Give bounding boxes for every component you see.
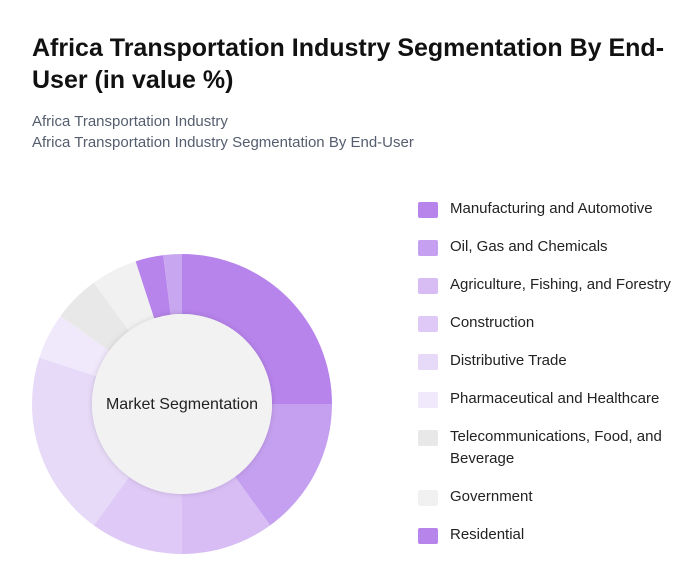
- chart: Market Segmentation: [32, 254, 332, 554]
- subtitle: Africa Transportation Industry: [32, 113, 228, 130]
- legend-label: Residential: [450, 526, 525, 543]
- legend-label: Agriculture, Fishing, and Forestry: [450, 276, 671, 293]
- legend-label: Pharmaceutical and Healthcare: [450, 390, 660, 407]
- legend-item: Distributive Trade: [418, 350, 678, 372]
- legend: Manufacturing and Automotive Oil, Gas and…: [418, 198, 678, 562]
- center-label: Market Segmentation: [106, 396, 258, 413]
- donut-slice: [182, 476, 271, 554]
- legend-item: Construction: [418, 312, 678, 334]
- donut-slice: [234, 404, 332, 526]
- donut-slice: [135, 255, 171, 319]
- legend-item: Pharmaceutical and Healthcare: [418, 388, 678, 410]
- donut-slice: [93, 261, 155, 332]
- legend-label: Government: [450, 488, 533, 505]
- legend-label: Construction: [450, 314, 535, 331]
- legend-item: Telecommunications, Food, and Beverage: [418, 426, 678, 470]
- legend-label: Oil, Gas and Chemicals: [450, 238, 608, 255]
- legend-item: Residential: [418, 524, 678, 546]
- donut-slice: [182, 254, 332, 404]
- legend-swatch: [418, 528, 438, 544]
- legend-swatch: [418, 430, 438, 446]
- subtitle: Africa Transportation Industry Segmentat…: [32, 134, 414, 151]
- legend-swatch: [418, 392, 438, 408]
- legend-label: Manufacturing and Automotive: [450, 200, 653, 217]
- legend-item: Government: [418, 486, 678, 508]
- donut-slice: [93, 476, 182, 554]
- legend-swatch: [418, 490, 438, 506]
- legend-label: Distributive Trade: [450, 352, 567, 369]
- donut-slice: [39, 315, 110, 377]
- legend-swatch: [418, 240, 438, 256]
- legend-item: Oil, Gas and Chemicals: [418, 236, 678, 258]
- legend-swatch: [418, 354, 438, 370]
- donut-slice: [60, 282, 130, 352]
- legend-swatch: [418, 278, 438, 294]
- legend-swatch: [418, 202, 438, 218]
- chart-title: Africa Transportation Industry Segmentat…: [32, 34, 665, 94]
- legend-swatch: [418, 316, 438, 332]
- legend-item: Agriculture, Fishing, and Forestry: [418, 274, 678, 296]
- donut-slice: [32, 357, 130, 526]
- legend-label: Telecommunications, Food, and Beverage: [450, 428, 662, 467]
- donut-center: [92, 314, 272, 494]
- legend-item: Manufacturing and Automotive: [418, 198, 678, 220]
- donut-slice: [163, 254, 182, 315]
